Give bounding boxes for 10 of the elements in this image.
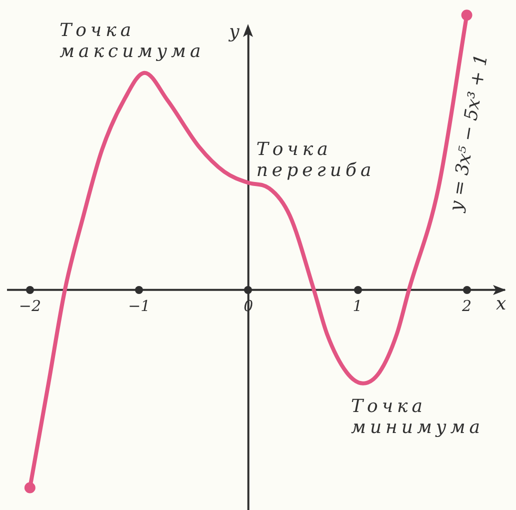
text: y = 3x⁵ − 5x³ + 1 [446,52,492,214]
y-axis-title: y [228,22,240,43]
annotation: Точка перегиба [256,138,376,181]
x-axis-title: x [496,294,506,315]
annotation: Точка минимума [351,396,484,438]
x-tick-label: −2 [18,296,41,315]
annotation: Точка максимума [60,20,205,62]
x-tick-label: 2 [461,296,472,315]
x-tick-label: 1 [352,296,362,315]
x-tick-label: −1 [128,296,150,315]
